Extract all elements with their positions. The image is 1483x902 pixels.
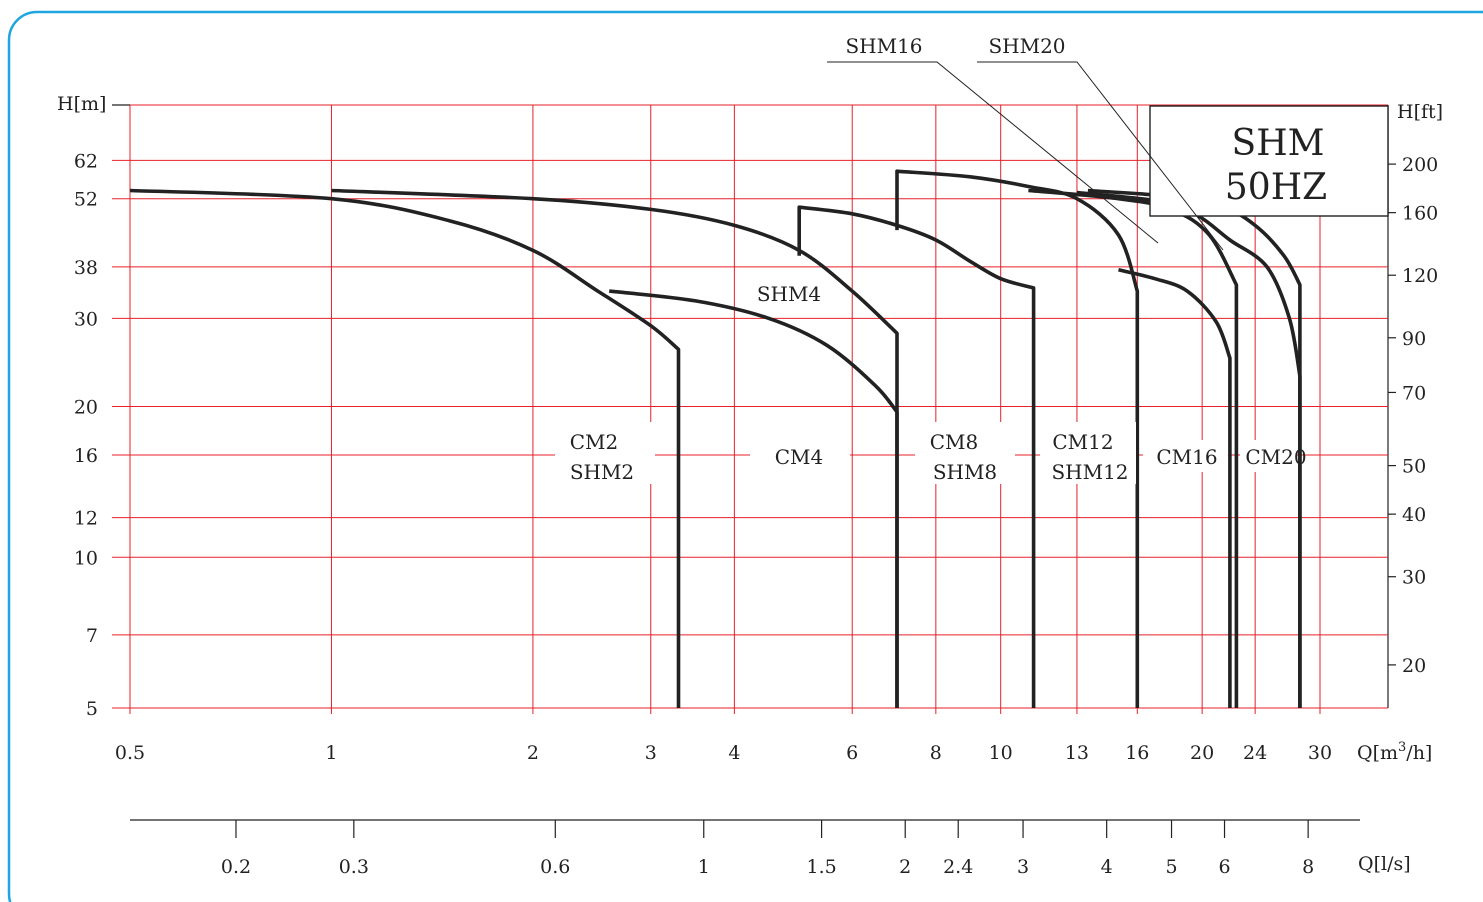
label-cm8: CM8 [930, 430, 979, 454]
y-tick-label: 16 [74, 445, 98, 467]
x-tick-label: 6 [846, 742, 858, 764]
y2-tick-label: 160 [1402, 203, 1438, 225]
ls-tick-label: 4 [1101, 856, 1113, 878]
x-tick-label: 30 [1308, 742, 1332, 764]
x-axis-label: Q[m3/h] [1357, 740, 1432, 764]
y2-tick-label: 200 [1402, 154, 1438, 176]
label-bg-cm12 [1040, 422, 1136, 484]
label-shm16: SHM16 [845, 34, 922, 58]
ls-tick-label: 5 [1165, 856, 1177, 878]
ls-tick-label: 3 [1017, 856, 1029, 878]
y-tick-label: 12 [74, 508, 98, 530]
chart-subtitle: 50HZ [1225, 167, 1327, 208]
y-tick-label: 5 [86, 698, 98, 720]
label-cm16: CM16 [1156, 445, 1217, 469]
ls-tick-label: 2 [899, 856, 911, 878]
x-tick-label: 20 [1190, 742, 1214, 764]
x-tick-label: 16 [1125, 742, 1149, 764]
label-shm2: SHM2 [570, 460, 634, 484]
y2-tick-label: 20 [1402, 655, 1426, 677]
x-tick-label: 1 [325, 742, 337, 764]
x-tick-label: 0.5 [115, 742, 145, 764]
label-cm12: CM12 [1052, 430, 1113, 454]
curve-shm8 [797, 205, 1036, 708]
ls-tick-label: 1 [698, 856, 710, 878]
y2-tick-label: 30 [1402, 567, 1426, 589]
curve-shm4 [609, 289, 899, 708]
ls-tick-label: 0.2 [221, 856, 251, 878]
label-shm12: SHM12 [1051, 460, 1128, 484]
x-tick-label: 2 [527, 742, 539, 764]
y-tick-label: 30 [74, 308, 98, 330]
y-tick-label: 20 [74, 397, 98, 419]
ls-tick-label: 8 [1302, 856, 1314, 878]
title-box [1149, 105, 1389, 217]
y2-tick-label: 40 [1402, 504, 1426, 526]
curve-shm12 [1118, 268, 1232, 708]
leader-line-shm16 [827, 61, 1159, 244]
y-tick-label: 62 [74, 150, 98, 172]
curve-cm8 [895, 169, 1140, 708]
y-axis-left-label: H[m] [57, 93, 106, 115]
x-tick-label: 4 [728, 742, 740, 764]
label-cm2: CM2 [570, 430, 619, 454]
y2-tick-label: 90 [1402, 328, 1426, 350]
x-axis-secondary-label: Q[l/s] [1358, 853, 1411, 875]
label-shm4: SHM4 [757, 282, 821, 306]
ls-tick-label: 1.5 [806, 856, 836, 878]
y-tick-label: 38 [74, 257, 98, 279]
axes: 0.5 1 2 3 4 6 8 10 13 16 20 24 305710121620303852622… [74, 104, 1438, 878]
label-cm4: CM4 [775, 445, 824, 469]
label-bg-cm2 [555, 422, 655, 484]
y-tick-label: 10 [74, 547, 98, 569]
ls-tick-label: 6 [1218, 856, 1230, 878]
ls-tick-label: 0.6 [540, 856, 570, 878]
curve-cm4 [331, 188, 899, 708]
label-shm20: SHM20 [988, 34, 1065, 58]
label-shm8: SHM8 [933, 460, 997, 484]
curve-cm2-shm2 [129, 188, 681, 708]
label-bg-cm16 [1143, 440, 1228, 472]
x-tick-label: 3 [645, 742, 657, 764]
label-bg-cm4 [750, 440, 850, 472]
y-axis-right-label: H[ft] [1397, 101, 1443, 123]
frame-border [7, 10, 1483, 902]
label-bg-cm8 [915, 422, 1015, 484]
label-bg-cm20 [1240, 440, 1296, 472]
x-tick-label: 10 [989, 742, 1013, 764]
chart-title: SHM [1232, 123, 1325, 164]
y-tick-label: 52 [74, 189, 98, 211]
y-tick-label: 7 [86, 625, 98, 647]
y2-tick-label: 70 [1402, 382, 1426, 404]
ls-tick-label: 2.4 [943, 856, 973, 878]
leader-line-shm20 [977, 61, 1224, 251]
y2-tick-label: 120 [1402, 265, 1438, 287]
x-tick-label: 8 [930, 742, 942, 764]
x-tick-label: 13 [1065, 742, 1089, 764]
y2-tick-label: 50 [1402, 456, 1426, 478]
ls-tick-label: 0.3 [339, 856, 369, 878]
label-cm20: CM20 [1245, 445, 1306, 469]
x-tick-label: 24 [1243, 742, 1267, 764]
